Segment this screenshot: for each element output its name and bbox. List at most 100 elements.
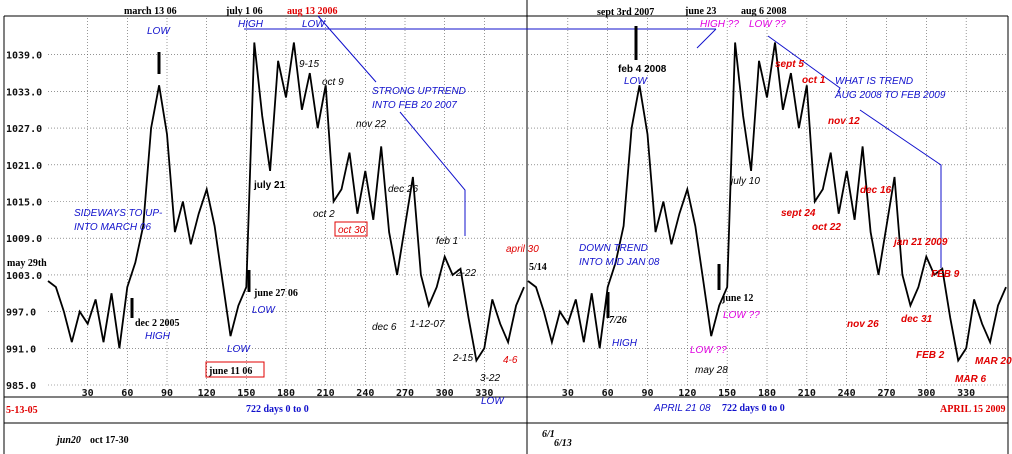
ann-what-trend-1: WHAT IS TREND — [835, 76, 913, 87]
ann-low-qq-1: LOW ?? — [749, 19, 786, 30]
ann-april-30: april 30 — [506, 244, 539, 255]
ann-oct-30: oct 30 — [338, 225, 366, 236]
ann-low-1: LOW — [147, 26, 171, 37]
ann-high-1: HIGH — [238, 19, 264, 30]
ann-what-trend-2: AUG 2008 TO FEB 2009 — [834, 90, 946, 101]
x-tick-label: 210 — [798, 388, 816, 399]
ann-nov-22: nov 22 — [356, 119, 386, 130]
grid-right — [528, 18, 1006, 386]
y-tick-label: 1015.0 — [6, 198, 42, 209]
x-tick-label: 180 — [758, 388, 776, 399]
ann-mar-20: MAR 20 — [975, 356, 1012, 367]
ann-sideways-2: INTO MARCH 06 — [74, 222, 151, 233]
ann-july-1-06: july 1 06 — [225, 6, 263, 17]
ann-down-trend-1: DOWN TREND — [579, 243, 648, 254]
ann-june-12: june 12 — [721, 293, 753, 304]
marker-bars — [130, 26, 721, 318]
x-axis-left: 30 60 90 120 150 180 210 240 270 300 330 — [82, 388, 494, 399]
ann-dec-26: dec 26 — [388, 184, 418, 195]
ann-nov-26: nov 26 — [847, 319, 879, 330]
ann-dec-16: dec 16 — [860, 185, 892, 196]
ann-oct-2: oct 2 — [313, 209, 335, 220]
ann-jan-21-2009: jan 21 2009 — [892, 237, 948, 248]
x-tick-label: 270 — [396, 388, 414, 399]
ann-7-26: 7/26 — [609, 315, 627, 326]
ann-5-13-05: 5-13-05 — [6, 405, 38, 416]
ann-low-qq-2: LOW ?? — [723, 310, 760, 321]
ann-down-trend-2: INTO MID JAN 08 — [579, 257, 660, 268]
ann-low-4: LOW — [252, 305, 276, 316]
ann-722-days-1: 722 days 0 to 0 — [246, 404, 309, 415]
ann-6-13: 6/13 — [554, 438, 572, 449]
box-oct-30 — [334, 221, 368, 237]
ann-4-6: 4-6 — [503, 355, 518, 366]
ann-low-qq-3: LOW ?? — [690, 345, 727, 356]
ann-oct-22: oct 22 — [812, 222, 841, 233]
y-tick-label: 991.0 — [6, 344, 36, 355]
ann-sideways-1: SIDEWAYS TO UP- — [74, 208, 163, 219]
x-tick-label: 300 — [917, 388, 935, 399]
ann-feb-2: FEB 2 — [916, 350, 945, 361]
ann-6-1: 6/1 — [542, 429, 555, 440]
chart-left: 985.0 991.0 997.0 1003.0 1009.0 1015.0 1021.0 1… — [6, 18, 525, 399]
annotations-right: sept 3rd 2007 june 23 HIGH ?? aug 6 2008… — [529, 6, 1012, 449]
ann-july-21: july 21 — [253, 180, 286, 191]
ann-aug-6-2008: aug 6 2008 — [741, 6, 787, 17]
x-tick-label: 330 — [957, 388, 975, 399]
ann-sept-24: sept 24 — [781, 208, 816, 219]
ann-mar-6: MAR 6 — [955, 374, 987, 385]
ann-feb-1: feb 1 — [436, 236, 458, 247]
ann-high-2: HIGH — [145, 331, 171, 342]
ann-low-2: LOW — [302, 19, 326, 30]
ann-feb-9: FEB 9 — [931, 269, 960, 280]
y-tick-label: 1039.0 — [6, 51, 42, 62]
ann-oct-1: oct 1 — [802, 75, 826, 86]
ann-strong-uptrend-1: STRONG UPTREND — [372, 86, 466, 97]
y-axis-left: 985.0 991.0 997.0 1003.0 1009.0 1015.0 1021.0 1… — [6, 51, 42, 392]
ann-9-15: 9-15 — [299, 59, 319, 70]
x-tick-label: 30 — [562, 388, 574, 399]
y-tick-label: 997.0 — [6, 308, 36, 319]
ann-sept-5: sept 5 — [775, 59, 804, 70]
ann-sept-3rd-2007: sept 3rd 2007 — [597, 7, 654, 18]
y-tick-label: 1033.0 — [6, 87, 42, 98]
grid-left — [48, 18, 524, 386]
y-tick-label: 1009.0 — [6, 234, 42, 245]
frame — [3, 0, 1009, 454]
box-june-11-06 — [205, 361, 265, 378]
ann-oct-9: oct 9 — [322, 77, 344, 88]
ann-low-5: LOW — [227, 344, 251, 355]
ann-june-23: june 23 — [684, 6, 716, 17]
ann-may-28: may 28 — [695, 365, 728, 376]
ann-1-12-07: 1-12-07 — [410, 319, 445, 330]
y-tick-label: 1027.0 — [6, 124, 42, 135]
series-line-left — [47, 42, 525, 363]
ann-3-22: 3-22 — [480, 373, 500, 384]
ann-5-14: 5/14 — [529, 262, 547, 273]
series-line-right — [527, 42, 1007, 363]
ann-april-21-08: APRIL 21 08 — [653, 403, 711, 414]
ann-march-13-06: march 13 06 — [124, 6, 177, 17]
ann-2-22: 2-22 — [455, 268, 476, 279]
ann-low-6: LOW — [624, 76, 648, 87]
x-tick-label: 270 — [877, 388, 895, 399]
x-tick-label: 120 — [198, 388, 216, 399]
ann-dec-2-2005: dec 2 2005 — [135, 318, 179, 329]
x-tick-label: 90 — [641, 388, 653, 399]
ann-high-3: HIGH — [612, 338, 638, 349]
x-tick-label: 180 — [277, 388, 295, 399]
x-tick-label: 150 — [718, 388, 736, 399]
ann-low-3: LOW — [481, 396, 505, 407]
ann-high-qq: HIGH ?? — [700, 19, 739, 30]
y-tick-label: 985.0 — [6, 381, 36, 392]
y-tick-label: 1021.0 — [6, 161, 42, 172]
x-tick-label: 60 — [121, 388, 133, 399]
x-tick-label: 330 — [475, 388, 493, 399]
x-tick-label: 300 — [436, 388, 454, 399]
x-tick-label: 240 — [838, 388, 856, 399]
ann-may-29th: may 29th — [7, 258, 47, 269]
ann-aug-13-2006: aug 13 2006 — [287, 6, 338, 17]
x-tick-label: 90 — [161, 388, 173, 399]
chart-right: 30 60 90 120 150 180 210 240 270 300 330 — [527, 18, 1007, 399]
